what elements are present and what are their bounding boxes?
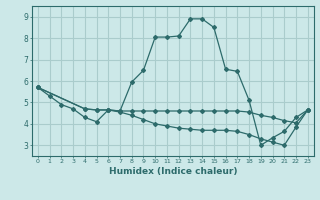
X-axis label: Humidex (Indice chaleur): Humidex (Indice chaleur) <box>108 167 237 176</box>
